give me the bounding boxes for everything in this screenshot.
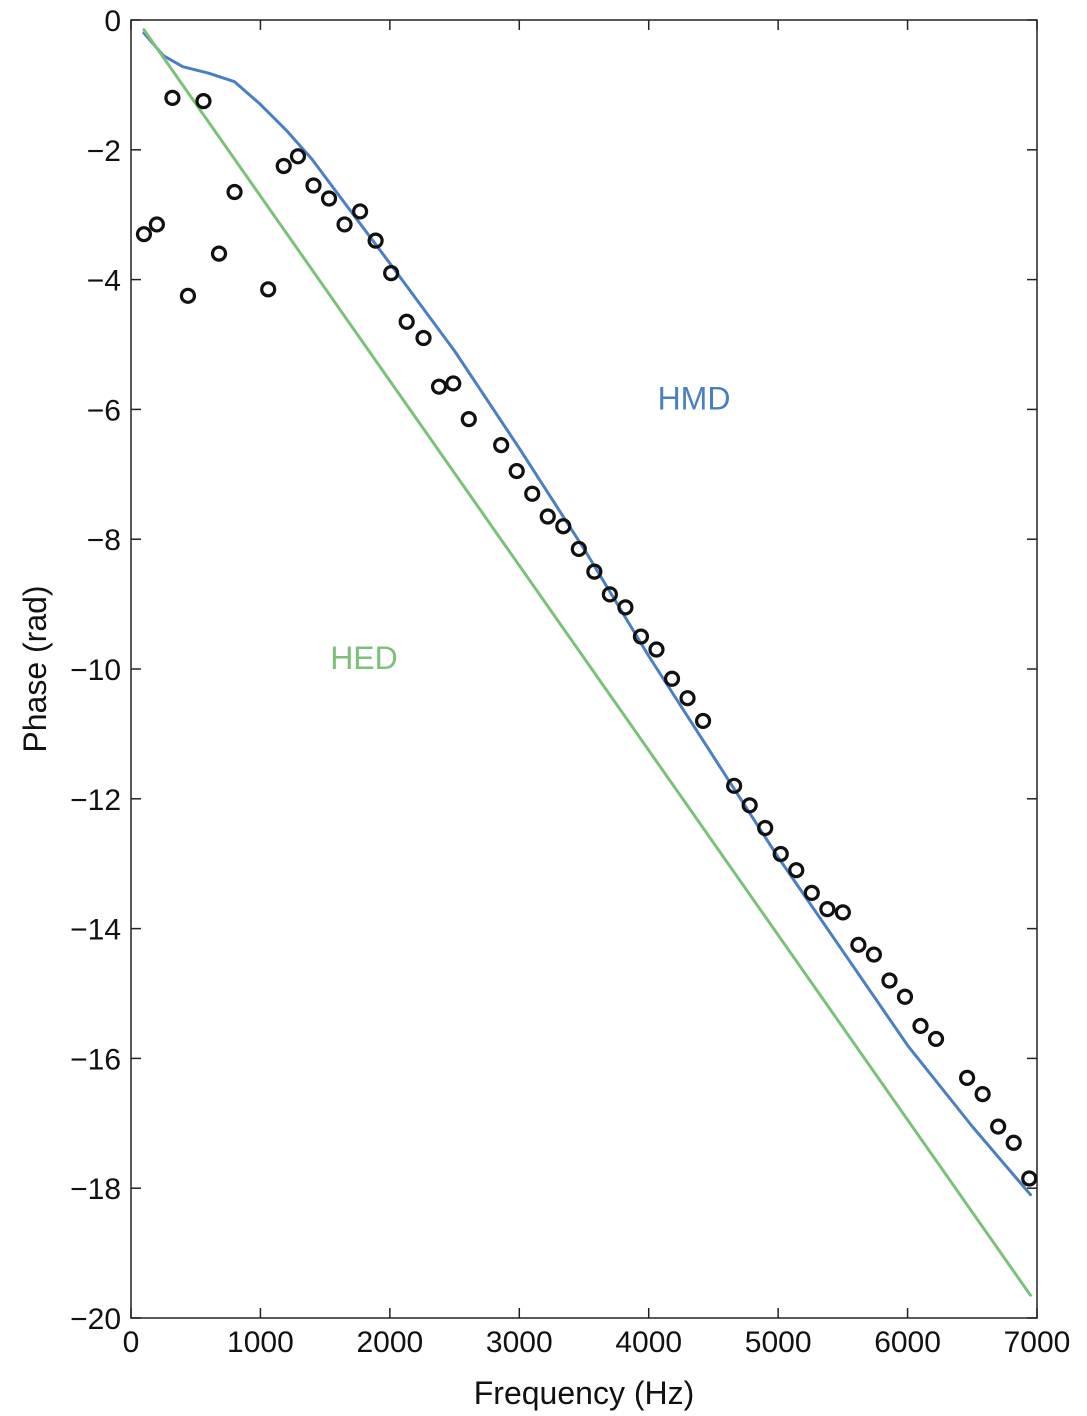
x-tick-label: 4000 bbox=[615, 1326, 682, 1359]
x-axis-label: Frequency (Hz) bbox=[474, 1375, 695, 1411]
data-point bbox=[663, 670, 681, 687]
data-point bbox=[460, 411, 477, 428]
data-point bbox=[788, 862, 805, 879]
data-point bbox=[648, 641, 665, 658]
data-point bbox=[927, 1030, 945, 1048]
data-point bbox=[383, 265, 400, 282]
data-point bbox=[834, 904, 851, 921]
data-point bbox=[493, 436, 510, 454]
data-point bbox=[865, 946, 883, 963]
data-point bbox=[289, 148, 307, 165]
data-point bbox=[367, 232, 384, 249]
y-tick-label: −18 bbox=[70, 1173, 121, 1206]
measured-points bbox=[135, 89, 1038, 1187]
data-point bbox=[990, 1118, 1007, 1135]
data-point bbox=[974, 1085, 991, 1103]
series-labels: HMD HED bbox=[330, 380, 730, 676]
y-tick-label: −8 bbox=[87, 524, 121, 557]
series-label-hmd: HMD bbox=[658, 380, 731, 416]
data-point bbox=[617, 599, 634, 616]
x-tick-label: 0 bbox=[123, 1326, 140, 1359]
y-axis-label: Phase (rad) bbox=[17, 585, 53, 752]
data-point bbox=[726, 777, 743, 794]
series-line-hmd bbox=[142, 31, 1032, 1197]
data-point bbox=[398, 313, 415, 330]
y-tick-label: 0 bbox=[104, 5, 121, 38]
data-point bbox=[336, 216, 353, 233]
y-tick-label: −20 bbox=[70, 1303, 121, 1336]
data-point bbox=[632, 628, 650, 645]
data-point bbox=[912, 1017, 929, 1035]
data-point bbox=[959, 1069, 976, 1086]
data-point bbox=[164, 89, 181, 106]
data-point bbox=[508, 462, 525, 480]
data-point bbox=[601, 586, 618, 603]
x-tick-label: 7000 bbox=[1004, 1326, 1071, 1359]
data-point bbox=[351, 203, 369, 220]
data-point bbox=[555, 518, 572, 535]
data-point bbox=[586, 563, 603, 580]
data-point bbox=[896, 988, 914, 1005]
data-point bbox=[179, 287, 197, 304]
data-point bbox=[757, 819, 774, 837]
data-point bbox=[570, 540, 587, 558]
data-point bbox=[881, 972, 898, 989]
y-tick-label: −2 bbox=[87, 135, 121, 168]
data-point bbox=[415, 329, 432, 347]
y-tick-label: −4 bbox=[87, 265, 121, 298]
data-point bbox=[445, 375, 462, 392]
data-point bbox=[819, 901, 836, 918]
y-tick-label: −12 bbox=[70, 784, 121, 817]
data-point bbox=[1005, 1134, 1022, 1151]
plot-frame bbox=[130, 19, 1038, 1319]
data-point bbox=[148, 216, 165, 233]
x-tick-label: 5000 bbox=[745, 1326, 812, 1359]
data-point bbox=[210, 245, 228, 262]
data-point bbox=[539, 508, 556, 525]
series-label-hed: HED bbox=[330, 640, 398, 676]
data-point bbox=[195, 93, 212, 110]
series-lines bbox=[142, 28, 1032, 1297]
axis-ticks: 0 1000 2000 3000 4000 5000 6000 7000 0 −2 −4 −6 −8 −1… bbox=[70, 5, 1070, 1359]
x-tick-label: 1000 bbox=[227, 1326, 294, 1359]
x-tick-label: 3000 bbox=[486, 1326, 553, 1359]
data-point bbox=[694, 712, 712, 730]
data-point bbox=[679, 690, 696, 707]
data-point bbox=[1021, 1170, 1038, 1187]
x-tick-label: 6000 bbox=[874, 1326, 941, 1359]
data-point bbox=[772, 845, 789, 863]
data-point bbox=[430, 378, 448, 395]
data-point bbox=[741, 797, 758, 814]
data-point bbox=[524, 485, 541, 502]
x-tick-label: 2000 bbox=[356, 1326, 423, 1359]
data-point bbox=[135, 226, 153, 243]
data-point bbox=[226, 183, 243, 201]
data-point bbox=[305, 177, 322, 194]
y-tick-label: −10 bbox=[70, 654, 121, 687]
data-point bbox=[803, 884, 820, 902]
y-tick-label: −16 bbox=[70, 1043, 121, 1076]
data-point bbox=[850, 936, 867, 953]
data-point bbox=[275, 157, 292, 175]
y-tick-label: −6 bbox=[87, 394, 121, 427]
data-point bbox=[260, 281, 277, 298]
series-line-hed bbox=[142, 28, 1032, 1297]
y-tick-label: −14 bbox=[70, 914, 121, 947]
data-point bbox=[320, 190, 338, 207]
